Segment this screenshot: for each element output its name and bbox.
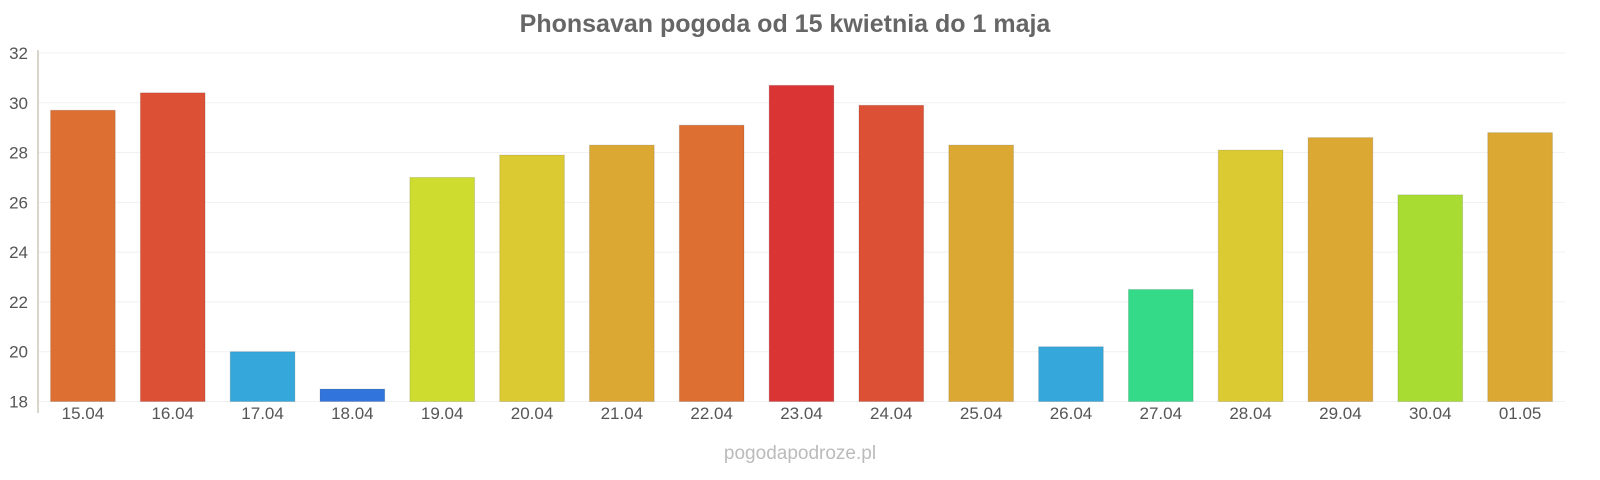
y-tick-label: 22 (9, 293, 28, 312)
bar-21.04[interactable] (589, 144, 655, 402)
x-tick-label: 26.04 (1050, 404, 1093, 423)
bar-22.04[interactable] (678, 124, 745, 402)
x-tick-label: 30.04 (1409, 404, 1452, 423)
bar-30.04[interactable] (1397, 194, 1464, 402)
bar-24.04[interactable] (858, 104, 925, 403)
bar-27.04[interactable] (1127, 288, 1194, 403)
x-tick-label: 17.04 (241, 404, 284, 423)
bar-26.04[interactable] (1038, 346, 1104, 403)
bar-01.05[interactable] (1487, 132, 1553, 403)
y-tick-label: 18 (9, 393, 28, 412)
x-tick-label: 19.04 (421, 404, 464, 423)
x-tick-label: 27.04 (1140, 404, 1183, 423)
x-tick-label: 01.05 (1499, 404, 1542, 423)
x-tick-label: 15.04 (62, 404, 105, 423)
x-tick-label: 28.04 (1229, 404, 1272, 423)
y-tick-label: 24 (9, 243, 28, 262)
x-tick-label: 29.04 (1319, 404, 1362, 423)
y-tick-label: 30 (9, 94, 28, 113)
x-tick-label: 25.04 (960, 404, 1003, 423)
bar-25.04[interactable] (948, 144, 1014, 402)
bar-28.04[interactable] (1217, 149, 1284, 402)
bar-19.04[interactable] (409, 176, 476, 402)
bar-23.04[interactable] (768, 84, 835, 402)
bar-17.04[interactable] (229, 351, 296, 403)
y-tick-label: 32 (9, 44, 28, 63)
y-tick-label: 20 (9, 343, 28, 362)
y-tick-label: 26 (9, 193, 28, 212)
x-tick-label: 21.04 (601, 404, 644, 423)
bar-18.04[interactable] (319, 388, 386, 402)
bar-16.04[interactable] (139, 92, 206, 402)
bar-29.04[interactable] (1307, 137, 1374, 402)
x-tick-label: 18.04 (331, 404, 374, 423)
y-tick-label: 28 (9, 144, 28, 163)
x-tick-label: 23.04 (780, 404, 823, 423)
bar-15.04[interactable] (50, 109, 116, 402)
x-tick-label: 22.04 (690, 404, 733, 423)
bar-20.04[interactable] (499, 154, 565, 402)
x-tick-label: 20.04 (511, 404, 554, 423)
watermark-footer: pogodapodroze.pl (724, 443, 876, 464)
chart-title: Phonsavan pogoda od 15 kwietnia do 1 maj… (520, 10, 1052, 38)
x-tick-label: 16.04 (151, 404, 194, 423)
x-tick-label: 24.04 (870, 404, 913, 423)
